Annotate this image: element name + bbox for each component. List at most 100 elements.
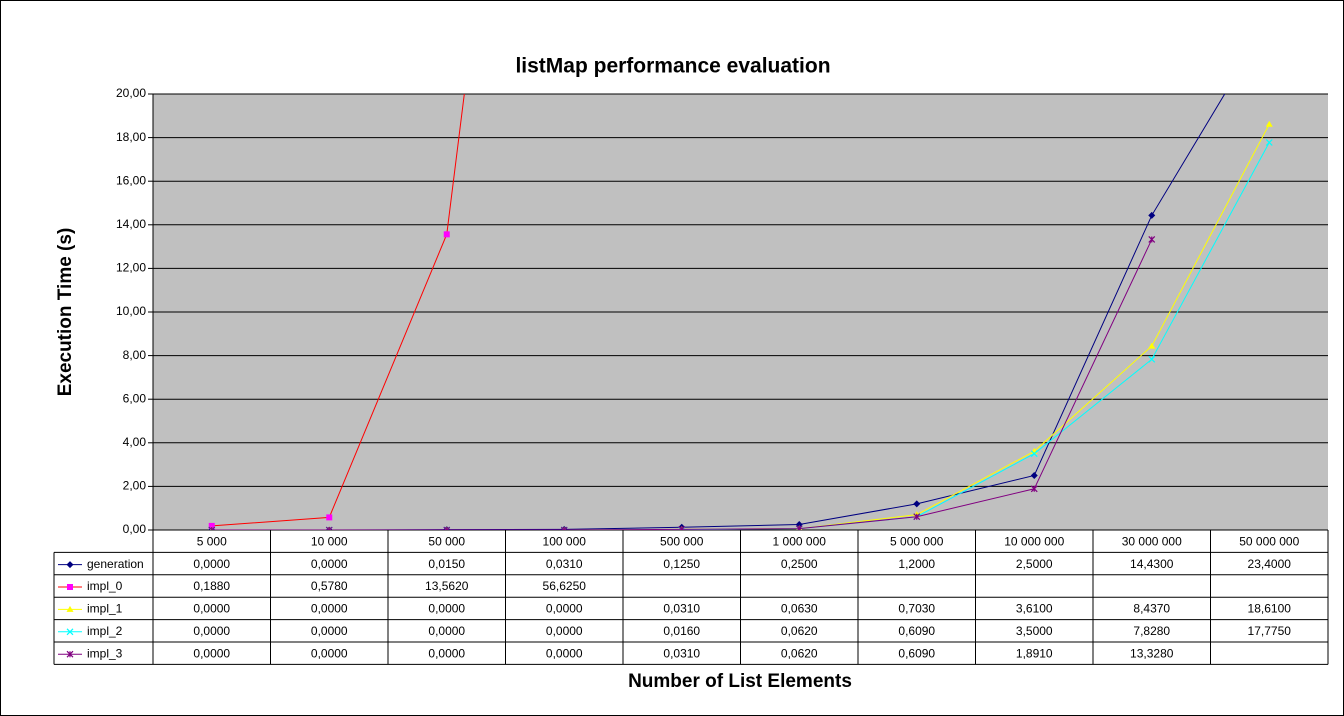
marker xyxy=(208,522,215,529)
x-tick-label: 5 000 xyxy=(197,534,227,548)
table-cell: 18,6100 xyxy=(1248,602,1292,616)
table-cell: 0,0000 xyxy=(546,624,583,638)
table-cell: 0,0000 xyxy=(311,646,348,660)
table-cell: 0,0150 xyxy=(428,557,465,571)
marker xyxy=(1148,355,1156,363)
marker xyxy=(66,605,74,612)
table-cell: 0,6090 xyxy=(898,646,935,660)
x-tick-label: 50 000 xyxy=(428,534,465,548)
table-cell: 0,0000 xyxy=(546,602,583,616)
y-tick-label: 20,00 xyxy=(116,86,146,100)
table-cell: 7,8280 xyxy=(1133,624,1170,638)
x-tick-label: 50 000 000 xyxy=(1239,534,1299,548)
marker xyxy=(67,584,73,590)
marker xyxy=(1148,342,1156,349)
y-tick-label: 6,00 xyxy=(123,391,147,405)
series-layer xyxy=(208,94,1273,530)
marker xyxy=(678,525,686,530)
marker xyxy=(66,650,74,658)
x-tick-label: 30 000 000 xyxy=(1122,534,1182,548)
table-cell: 0,0000 xyxy=(311,557,348,571)
table-cell: 0,0000 xyxy=(193,557,230,571)
legend-label: generation xyxy=(87,557,144,571)
table-cell: 0,0160 xyxy=(663,624,700,638)
table-cell: 0,0620 xyxy=(781,646,818,660)
x-tick-label: 1 000 000 xyxy=(773,534,827,548)
x-tick-label: 10 000 xyxy=(311,534,348,548)
chart-title: listMap performance evaluation xyxy=(515,55,830,78)
marker xyxy=(795,525,803,530)
legend-label: impl_1 xyxy=(87,602,123,616)
marker xyxy=(1265,120,1273,127)
legend-label: impl_0 xyxy=(87,579,123,593)
table-cell: 0,0000 xyxy=(193,602,230,616)
legend-label: impl_3 xyxy=(87,646,123,660)
table-cell: 3,6100 xyxy=(1016,602,1053,616)
x-tick-label: 100 000 xyxy=(543,534,587,548)
table-cell: 8,4370 xyxy=(1133,602,1170,616)
x-axis-title: Number of List Elements xyxy=(628,671,852,692)
table-cell: 13,3280 xyxy=(1130,646,1174,660)
table-cell: 0,2500 xyxy=(781,557,818,571)
y-tick-label: 0,00 xyxy=(123,522,147,536)
table-cell: 0,0310 xyxy=(663,602,700,616)
table-cell: 1,2000 xyxy=(898,557,935,571)
table-cell: 0,0310 xyxy=(546,557,583,571)
marker xyxy=(913,500,921,508)
table-cell: 0,0000 xyxy=(546,646,583,660)
marker xyxy=(560,526,568,530)
marker xyxy=(443,231,450,238)
table-cell: 0,5780 xyxy=(311,579,348,593)
y-tick-label: 10,00 xyxy=(116,304,146,318)
table-cell: 14,4300 xyxy=(1130,557,1174,571)
table-cell: 1,8910 xyxy=(1016,646,1053,660)
y-tick-label: 2,00 xyxy=(123,479,147,493)
y-tick-label: 16,00 xyxy=(116,173,146,187)
table-cell: 0,1250 xyxy=(663,557,700,571)
marker xyxy=(326,514,333,521)
marker xyxy=(325,526,333,530)
x-tick-label: 5 000 000 xyxy=(890,534,944,548)
marker xyxy=(208,526,216,530)
table-cell: 3,5000 xyxy=(1016,624,1053,638)
table-cell: 17,7750 xyxy=(1248,624,1292,638)
table-cell: 56,6250 xyxy=(543,579,587,593)
table-cell: 0,7030 xyxy=(898,602,935,616)
table-cell: 0,1880 xyxy=(193,579,230,593)
table-cell: 0,0000 xyxy=(193,646,230,660)
marker xyxy=(913,513,921,521)
y-axis-title: Execution Time (s) xyxy=(55,228,76,397)
marker xyxy=(66,628,74,636)
y-tick-label: 14,00 xyxy=(116,217,146,231)
y-tick-label: 4,00 xyxy=(123,435,147,449)
table-cell: 0,0000 xyxy=(193,624,230,638)
table-cell: 0,0000 xyxy=(428,624,465,638)
y-tick-label: 18,00 xyxy=(116,130,146,144)
marker xyxy=(1030,472,1038,479)
table-cell: 0,0000 xyxy=(311,624,348,638)
table-cell: 0,0310 xyxy=(663,646,700,660)
marker xyxy=(66,561,74,569)
y-tick-label: 8,00 xyxy=(123,348,147,362)
y-tick-label: 12,00 xyxy=(116,261,146,275)
table-cell: 13,5620 xyxy=(425,579,469,593)
marker xyxy=(1030,485,1038,493)
table-cell: 2,5000 xyxy=(1016,557,1053,571)
marker xyxy=(1030,450,1038,458)
marker xyxy=(1265,139,1273,146)
table-cell: 23,4000 xyxy=(1248,557,1292,571)
x-tick-label: 10 000 000 xyxy=(1004,534,1064,548)
legend-label: impl_2 xyxy=(87,624,123,638)
table-cell: 0,6090 xyxy=(898,624,935,638)
table-cell: 0,0620 xyxy=(781,624,818,638)
table-cell: 0,0000 xyxy=(311,602,348,616)
series-line xyxy=(211,94,465,527)
table-cell: 0,0000 xyxy=(428,602,465,616)
marker xyxy=(443,526,451,530)
table-cell: 0,0630 xyxy=(781,602,818,616)
marker xyxy=(1148,236,1156,243)
x-tick-label: 500 000 xyxy=(660,534,704,548)
table-cell: 0,0000 xyxy=(428,646,465,660)
